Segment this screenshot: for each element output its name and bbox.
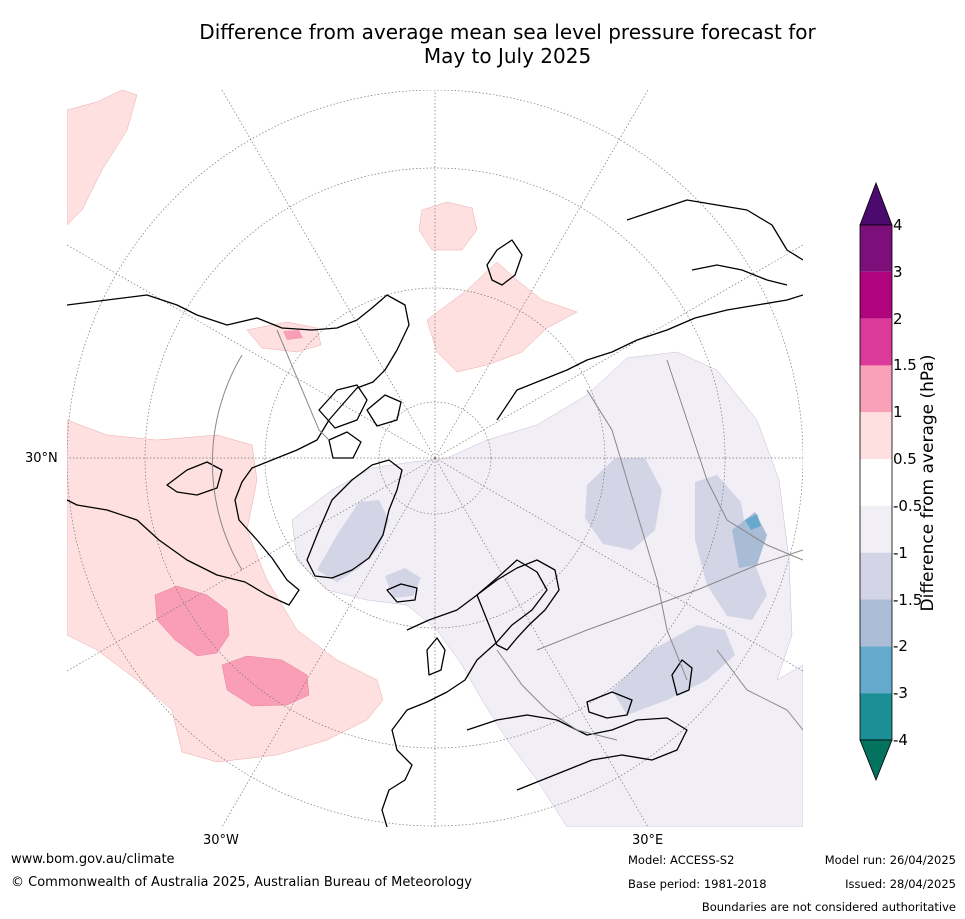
coast-iceland <box>386 583 418 603</box>
colorbar-swatch <box>860 693 892 740</box>
anomaly-neg-urals <box>585 458 662 550</box>
coast-north-america <box>67 294 410 606</box>
footer-disclaimer: Boundaries are not considered authoritat… <box>701 900 956 914</box>
anomaly-pos-east-siberia <box>426 261 578 373</box>
colorbar-tick-label: 2 <box>893 309 903 328</box>
colorbar-swatch <box>860 646 892 694</box>
colorbar-swatch <box>860 225 892 272</box>
colorbar-label: Difference from average (hPa) <box>918 354 938 612</box>
coast-siberia <box>496 294 803 421</box>
anomaly-pos-siberia-north <box>418 201 478 251</box>
coast-hudson <box>166 461 223 496</box>
graticule <box>67 90 803 827</box>
colorbar-tick-label: -2 <box>893 637 908 656</box>
colorbar-tick-label: -1 <box>893 543 908 562</box>
pressure-anomaly-map <box>67 90 803 827</box>
colorbar-tick-label: 1 <box>893 403 903 422</box>
colorbar-swatch <box>860 599 892 647</box>
colorbar-swatch <box>860 412 892 460</box>
colorbar-extend-min <box>859 739 893 782</box>
colorbar-tick-label: -0.5 <box>893 496 923 515</box>
coast-europe <box>381 559 548 827</box>
colorbar-tick-label: 0.5 <box>893 450 917 469</box>
map-title: Difference from average mean sea level p… <box>140 20 875 68</box>
coast-kamchatka <box>486 239 523 286</box>
label-30N: 30°N <box>25 451 58 466</box>
colorbar-swatch <box>860 505 892 553</box>
anomaly-pos-1-1-5-a <box>154 585 230 657</box>
colorbar-tick-label: -3 <box>893 684 908 703</box>
label-30E: 30°E <box>632 833 664 848</box>
arctic-arc <box>211 354 243 571</box>
coastlines <box>67 199 803 827</box>
coast-greenland <box>306 459 403 579</box>
colorbar-tick-label: 1.5 <box>893 356 917 375</box>
colorbar-swatch <box>860 365 892 413</box>
colorbar <box>859 181 893 782</box>
colorbar-tick-label: 3 <box>893 262 903 281</box>
anomaly-pos-1-1-5-b <box>221 655 310 707</box>
coast-arctic-islands <box>318 384 402 459</box>
anomaly-neg-caspian <box>612 625 735 715</box>
anomaly-neg-2-to-3 <box>745 514 761 530</box>
colorbar-swatches <box>859 181 893 782</box>
colorbar-extend-max <box>859 181 893 226</box>
colorbar-swatch <box>860 459 892 506</box>
label-30W: 30°W <box>203 833 239 848</box>
footer-model: Model: ACCESS-S2 <box>628 853 735 867</box>
positive-anomaly-regions <box>67 90 578 763</box>
footer-model-run: Model run: 26/04/2025 <box>824 853 956 867</box>
coast-mediterranean <box>466 714 688 791</box>
footer-copyright: © Commonwealth of Australia 2025, Austra… <box>11 875 472 890</box>
negative-anomaly-regions <box>291 351 803 827</box>
anomaly-pos-topleft <box>67 90 138 226</box>
title-line-2: May to July 2025 <box>423 44 592 68</box>
anomaly-pos-alaska-core <box>283 330 303 340</box>
title-line-1: Difference from average mean sea level p… <box>199 20 816 44</box>
anomaly-neg-iceland <box>385 568 421 598</box>
colorbar-swatch <box>860 318 892 366</box>
coast-east-asia <box>626 199 803 286</box>
colorbar-tick-label: -1.5 <box>893 590 923 609</box>
footer-base-period: Base period: 1981-2018 <box>628 877 767 891</box>
coast-britain <box>426 637 446 676</box>
coast-scandinavia <box>476 559 560 651</box>
colorbar-swatch <box>860 271 892 319</box>
colorbar-tick-label: 4 <box>893 216 903 234</box>
footer-website[interactable]: www.bom.gov.au/climate <box>11 852 175 867</box>
colorbar-swatch <box>860 552 892 600</box>
colorbar-tick-label: -4 <box>893 731 908 749</box>
anomaly-neg-greenland <box>317 500 389 582</box>
anomaly-neg-eurasia <box>291 351 803 827</box>
country-borders <box>276 329 803 741</box>
footer-issued: Issued: 28/04/2025 <box>845 877 956 891</box>
